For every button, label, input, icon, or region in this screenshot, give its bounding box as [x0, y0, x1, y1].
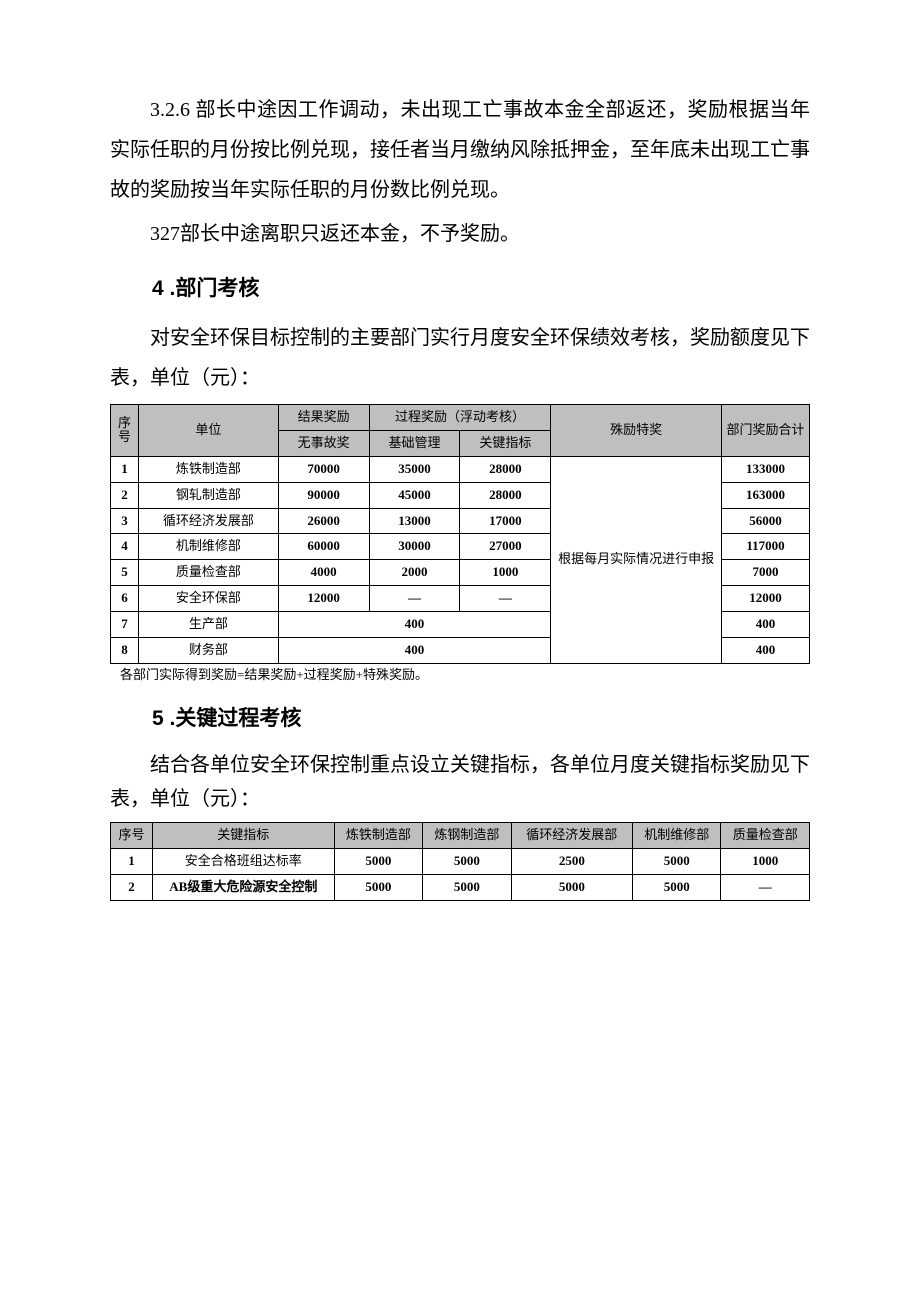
table-department-assessment: 序号 单位 结果奖励 过程奖励（浮动考核） 殊励特奖 部门奖励合计 无事故奖 基…	[110, 404, 810, 664]
table-row: 1 安全合格班组达标率 5000 5000 2500 5000 1000	[111, 848, 810, 874]
th-key: 关键指标	[460, 430, 551, 456]
cell: 12000	[278, 586, 369, 612]
cell: 17000	[460, 508, 551, 534]
th-total: 部门奖励合计	[722, 405, 810, 457]
cell: 7000	[722, 560, 810, 586]
th-noacc: 无事故奖	[278, 430, 369, 456]
cell: 400	[722, 612, 810, 638]
table-key-process: 序号 关键指标 炼铁制造部 炼钢制造部 循环经济发展部 机制维修部 质量检查部 …	[110, 822, 810, 901]
cell: 400	[278, 612, 551, 638]
cell: 3	[111, 508, 139, 534]
cell: 45000	[369, 482, 460, 508]
cell: 财务部	[138, 638, 278, 664]
cell: 2000	[369, 560, 460, 586]
cell: 60000	[278, 534, 369, 560]
cell: 生产部	[138, 612, 278, 638]
heading-4: 4 .部门考核	[110, 268, 810, 310]
cell: 28000	[460, 456, 551, 482]
cell: 5000	[423, 848, 511, 874]
cell: 1	[111, 848, 153, 874]
cell: 30000	[369, 534, 460, 560]
cell: 安全环保部	[138, 586, 278, 612]
cell: 5000	[334, 848, 422, 874]
table1-footnote: 各部门实际得到奖励=结果奖励+过程奖励+特殊奖励。	[120, 666, 810, 684]
table-row: 2 AB级重大危险源安全控制 5000 5000 5000 5000 —	[111, 874, 810, 900]
th-result: 结果奖励	[278, 405, 369, 431]
cell: 5	[111, 560, 139, 586]
cell: AB级重大危险源安全控制	[152, 874, 334, 900]
th-c1: 炼铁制造部	[334, 823, 422, 849]
cell: —	[460, 586, 551, 612]
th-c4: 机制维修部	[632, 823, 720, 849]
cell: —	[721, 874, 810, 900]
cell: 2	[111, 482, 139, 508]
cell: 35000	[369, 456, 460, 482]
cell-note: 根据每月实际情况进行申报	[551, 456, 722, 663]
cell: 7	[111, 612, 139, 638]
cell: 28000	[460, 482, 551, 508]
cell: 5000	[511, 874, 632, 900]
cell: 5000	[334, 874, 422, 900]
th-special: 殊励特奖	[551, 405, 722, 457]
cell: 4000	[278, 560, 369, 586]
th-c2: 炼钢制造部	[423, 823, 511, 849]
table-row: 1 炼铁制造部 70000 35000 28000 根据每月实际情况进行申报 1…	[111, 456, 810, 482]
th-process: 过程奖励（浮动考核）	[369, 405, 551, 431]
cell: —	[369, 586, 460, 612]
paragraph-5-intro: 结合各单位安全环保控制重点设立关键指标，各单位月度关键指标奖励见下表，单位（元）…	[110, 748, 810, 816]
cell: 133000	[722, 456, 810, 482]
cell: 26000	[278, 508, 369, 534]
paragraph-327: 327部长中途离职只返还本金，不予奖励。	[110, 214, 810, 254]
cell: 56000	[722, 508, 810, 534]
cell: 5000	[632, 874, 720, 900]
cell: 400	[278, 638, 551, 664]
cell: 循环经济发展部	[138, 508, 278, 534]
cell: 1000	[721, 848, 810, 874]
cell: 钢轧制造部	[138, 482, 278, 508]
cell: 机制维修部	[138, 534, 278, 560]
paragraph-4-intro: 对安全环保目标控制的主要部门实行月度安全环保绩效考核，奖励额度见下表，单位（元）…	[110, 318, 810, 398]
cell: 1	[111, 456, 139, 482]
th-c3: 循环经济发展部	[511, 823, 632, 849]
cell: 2500	[511, 848, 632, 874]
th-indicator: 关键指标	[152, 823, 334, 849]
cell: 5000	[632, 848, 720, 874]
cell: 安全合格班组达标率	[152, 848, 334, 874]
cell: 质量检查部	[138, 560, 278, 586]
cell: 70000	[278, 456, 369, 482]
cell: 2	[111, 874, 153, 900]
cell: 90000	[278, 482, 369, 508]
cell: 12000	[722, 586, 810, 612]
cell: 8	[111, 638, 139, 664]
cell: 5000	[423, 874, 511, 900]
cell: 27000	[460, 534, 551, 560]
cell: 117000	[722, 534, 810, 560]
th-unit: 单位	[138, 405, 278, 457]
cell: 6	[111, 586, 139, 612]
th-seq: 序号	[111, 405, 139, 457]
cell: 400	[722, 638, 810, 664]
th-c5: 质量检查部	[721, 823, 810, 849]
cell: 163000	[722, 482, 810, 508]
heading-5: 5 .关键过程考核	[110, 698, 810, 740]
cell: 炼铁制造部	[138, 456, 278, 482]
cell: 4	[111, 534, 139, 560]
th-basic: 基础管理	[369, 430, 460, 456]
cell: 1000	[460, 560, 551, 586]
paragraph-326: 3.2.6 部长中途因工作调动，未出现工亡事故本金全部返还，奖励根据当年实际任职…	[110, 90, 810, 210]
cell: 13000	[369, 508, 460, 534]
th-seq: 序号	[111, 823, 153, 849]
